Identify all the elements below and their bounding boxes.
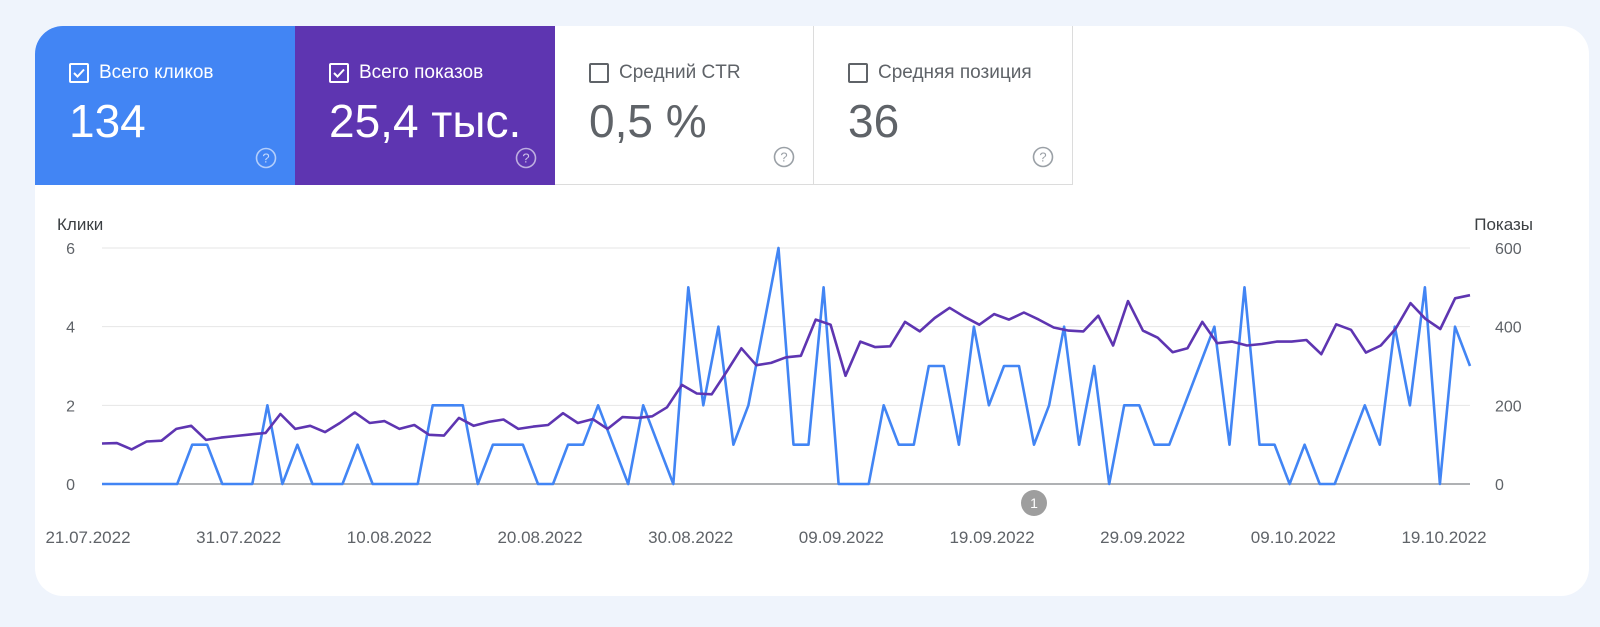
- metric-label: Средняя позиция: [878, 62, 1032, 83]
- svg-text:?: ?: [780, 150, 787, 165]
- annotation-marker[interactable]: 1: [1021, 490, 1047, 516]
- metric-value: 134: [69, 95, 146, 147]
- help-icon[interactable]: ?: [255, 147, 277, 169]
- annotation-marker-label: 1: [1030, 495, 1038, 511]
- performance-chart: Клики Показы 0 2 4 6 0 200 400 600 21.07.2022 31.…: [35, 185, 1589, 596]
- metric-average-ctr[interactable]: Средний CTR 0,5 % ?: [555, 26, 814, 185]
- metric-total-clicks[interactable]: Всего кликов 134 ?: [35, 26, 295, 185]
- x-tick-label: 19.09.2022: [949, 528, 1034, 547]
- series-line-impressions: [101, 293, 1471, 451]
- help-icon[interactable]: ?: [515, 147, 537, 169]
- metric-average-position[interactable]: Средняя позиция 36 ?: [814, 26, 1073, 185]
- x-tick-label: 09.09.2022: [799, 528, 884, 547]
- metric-header: Средний CTR: [589, 62, 741, 84]
- right-tick-label: 400: [1495, 320, 1522, 337]
- right-tick-label: 600: [1495, 241, 1522, 258]
- metric-label: Всего кликов: [99, 62, 214, 83]
- right-tick-label: 0: [1495, 477, 1504, 494]
- left-tick-label: 4: [66, 320, 75, 337]
- x-tick-label: 10.08.2022: [347, 528, 432, 547]
- metric-total-impressions[interactable]: Всего показов 25,4 тыс. ?: [295, 26, 555, 185]
- checkbox-checked-icon[interactable]: [69, 63, 89, 83]
- help-icon[interactable]: ?: [773, 146, 795, 168]
- x-tick-label: 30.08.2022: [648, 528, 733, 547]
- checkbox-checked-icon[interactable]: [329, 63, 349, 83]
- svg-text:?: ?: [522, 151, 529, 166]
- line-chart: Клики Показы 0 2 4 6 0 200 400 600 21.07.2022 31.…: [45, 215, 1533, 547]
- checkbox-unchecked-icon[interactable]: [848, 63, 868, 83]
- metric-header: Всего показов: [329, 62, 483, 84]
- x-tick-label: 21.07.2022: [45, 528, 130, 547]
- x-tick-label: 19.10.2022: [1401, 528, 1486, 547]
- metric-header: Всего кликов: [69, 62, 214, 84]
- metric-value: 25,4 тыс.: [329, 95, 522, 147]
- right-axis-label: Показы: [1474, 215, 1533, 234]
- performance-card: Всего кликов 134 ? Всего показов 25,4 ты…: [35, 26, 1589, 596]
- svg-text:?: ?: [1039, 150, 1046, 165]
- help-icon[interactable]: ?: [1032, 146, 1054, 168]
- x-tick-label: 31.07.2022: [196, 528, 281, 547]
- right-tick-label: 200: [1495, 398, 1522, 415]
- metric-label: Всего показов: [359, 62, 484, 83]
- left-axis-label: Клики: [57, 215, 103, 234]
- metric-value: 0,5 %: [589, 95, 707, 147]
- metric-header: Средняя позиция: [848, 62, 1032, 84]
- left-tick-label: 2: [66, 398, 75, 415]
- metric-tabs: Всего кликов 134 ? Всего показов 25,4 ты…: [35, 26, 1073, 185]
- left-tick-label: 0: [66, 477, 75, 494]
- x-tick-label: 29.09.2022: [1100, 528, 1185, 547]
- series-line-clicks: [102, 246, 1472, 486]
- left-tick-label: 6: [66, 241, 75, 258]
- checkbox-unchecked-icon[interactable]: [589, 63, 609, 83]
- x-tick-label: 20.08.2022: [497, 528, 582, 547]
- metric-label: Средний CTR: [619, 62, 741, 83]
- svg-text:?: ?: [262, 151, 269, 166]
- x-tick-label: 09.10.2022: [1251, 528, 1336, 547]
- metric-value: 36: [848, 95, 900, 147]
